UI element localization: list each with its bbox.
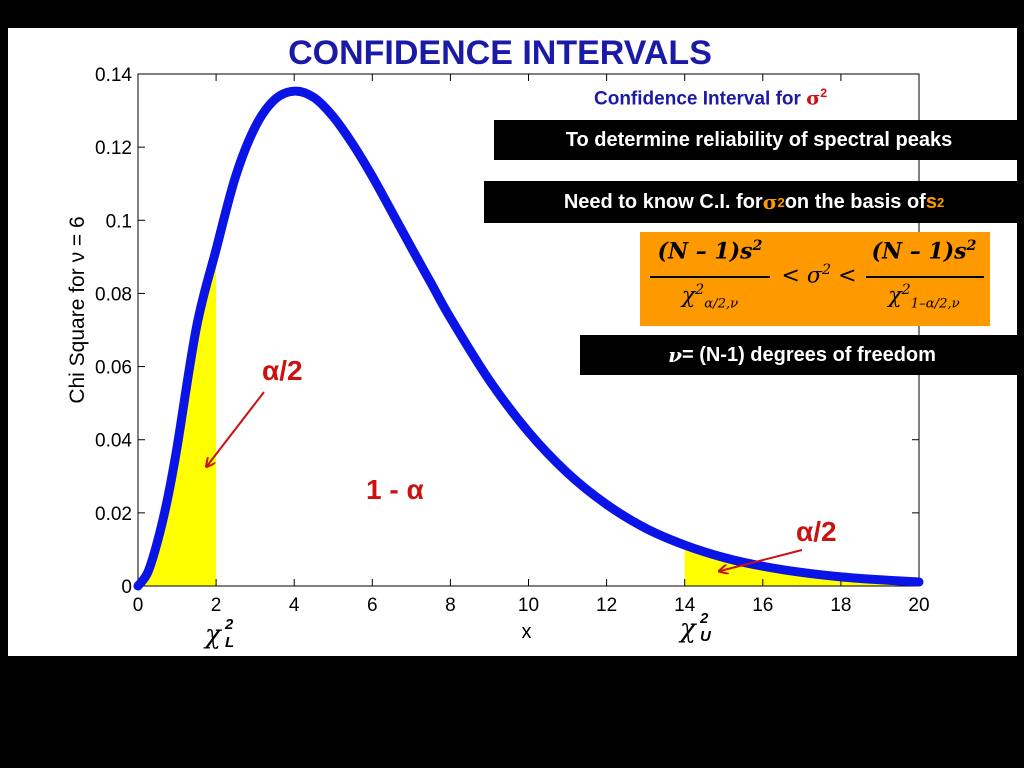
x-tick-label: 14 bbox=[674, 595, 696, 616]
formula-middle-exp: 2 bbox=[821, 262, 832, 278]
x-tick-label: 0 bbox=[133, 595, 144, 616]
x-tick-label: 6 bbox=[367, 595, 378, 616]
formula-left-num-exp: 2 bbox=[752, 238, 763, 254]
formula-left-denominator: χ2α/2,ν bbox=[648, 282, 772, 312]
x-tick-label: 18 bbox=[830, 595, 851, 616]
y-tick-label: 0.02 bbox=[95, 504, 132, 525]
formula-right-chi: χ bbox=[888, 283, 902, 309]
info-box-need-sigma-exp: 2 bbox=[777, 194, 785, 210]
subtitle-sigma: σ bbox=[806, 87, 821, 110]
formula-left-num-text: (N – 1)s bbox=[657, 238, 753, 265]
arrow-right-tail bbox=[720, 549, 803, 571]
alpha-half-right-label: α/2 bbox=[796, 516, 837, 547]
x-tick-label: 16 bbox=[752, 595, 773, 616]
formula-right-num-exp: 2 bbox=[966, 238, 977, 254]
info-box-need-sigma: σ bbox=[762, 190, 778, 214]
tick-labels: 0 2 4 6 8 10 12 14 16 18 20 0 0.02 0.04 0.06 0.08 0.1 0.1… bbox=[66, 65, 930, 643]
subtitle-exp: 2 bbox=[820, 86, 828, 100]
info-box-need-s-exp: 2 bbox=[936, 194, 945, 210]
chi-upper-label: χ 2 U bbox=[680, 610, 711, 645]
curve-layer bbox=[133, 86, 924, 591]
shaded-region-1 bbox=[684, 545, 919, 586]
info-box-need-mid: on the basis of bbox=[784, 190, 926, 213]
chi-upper-base: χ bbox=[680, 614, 696, 644]
formula-left-numerator: (N – 1)s2 bbox=[648, 238, 772, 264]
formula-right-denominator: χ21–α/2,ν bbox=[862, 282, 986, 312]
formula-left-chi-sub: α/2,ν bbox=[704, 296, 739, 312]
x-tick-label: 8 bbox=[445, 595, 456, 616]
y-tick-label: 0.1 bbox=[106, 211, 132, 232]
y-tick-label: 0.14 bbox=[95, 65, 132, 86]
x-tick-label: 4 bbox=[289, 595, 300, 616]
formula-left-chi: χ bbox=[681, 283, 696, 309]
info-box-need-s: s bbox=[925, 190, 937, 213]
info-box-reliability-text: To determine reliability of spectral pea… bbox=[565, 128, 953, 151]
chi-lower-base: χ bbox=[205, 620, 221, 650]
page-title: CONFIDENCE INTERVALS bbox=[288, 34, 712, 72]
y-tick-label: 0 bbox=[121, 577, 132, 598]
formula-middle-lt: < bbox=[838, 263, 857, 289]
formula-middle: < σ2 < bbox=[772, 262, 866, 288]
info-box-need-pre: Need to know C.I. for bbox=[563, 190, 763, 213]
alpha-half-left-label: α/2 bbox=[262, 355, 303, 386]
x-tick-label: 2 bbox=[211, 595, 222, 616]
chi-square-plot: 0 2 4 6 8 10 12 14 16 18 20 0 0.02 0.04 0.06 0.08 0.1 0.1… bbox=[66, 65, 930, 643]
chi-upper-sub: U bbox=[700, 628, 711, 645]
formula-right-chi-sup: 2 bbox=[901, 282, 911, 298]
formula-middle-sigma: < σ bbox=[781, 263, 822, 289]
x-tick-label: 12 bbox=[596, 595, 617, 616]
one-minus-alpha-label: 1 - α bbox=[366, 474, 424, 505]
y-tick-label: 0.06 bbox=[95, 358, 132, 379]
y-tick-label: 0.04 bbox=[95, 431, 132, 452]
info-box-dof: ν = (N-1) degrees of freedom bbox=[580, 335, 1024, 375]
chi-square-curve bbox=[133, 86, 924, 591]
info-box-reliability: To determine reliability of spectral pea… bbox=[494, 120, 1024, 160]
y-tick-label: 0.12 bbox=[95, 138, 132, 159]
chi-lower-sub: L bbox=[225, 634, 235, 651]
formula-right-fraction-bar bbox=[866, 276, 984, 278]
annotation-arrows bbox=[207, 391, 803, 571]
y-axis-label: Chi Square for ν = 6 bbox=[66, 216, 89, 403]
formula-right-numerator: (N – 1)s2 bbox=[862, 238, 986, 264]
x-tick-label: 20 bbox=[908, 595, 929, 616]
formula-right-num-text: (N – 1)s bbox=[871, 238, 967, 265]
arrow-left-tail bbox=[207, 391, 265, 466]
info-box-dof-nu: ν bbox=[668, 343, 682, 367]
chi-upper-sup: 2 bbox=[700, 610, 709, 627]
formula-left-fraction-bar bbox=[650, 276, 770, 278]
subtitle-text: Confidence Interval for bbox=[594, 88, 807, 110]
x-axis-label: x bbox=[522, 621, 532, 643]
chi-lower-label: χ 2 L bbox=[205, 616, 234, 651]
formula-right-chi-sub: 1–α/2,ν bbox=[910, 296, 960, 312]
formula-left-chi-sup: 2 bbox=[695, 282, 705, 298]
x-tick-label: 10 bbox=[518, 595, 539, 616]
chi-lower-sup: 2 bbox=[225, 616, 234, 633]
y-tick-label: 0.08 bbox=[95, 284, 132, 305]
subtitle: Confidence Interval for σ2 bbox=[594, 86, 827, 110]
info-box-dof-text: = (N-1) degrees of freedom bbox=[681, 343, 936, 366]
confidence-interval-formula: (N – 1)s2 χ2α/2,ν < σ2 < (N – 1)s2 χ21–α… bbox=[640, 232, 990, 326]
